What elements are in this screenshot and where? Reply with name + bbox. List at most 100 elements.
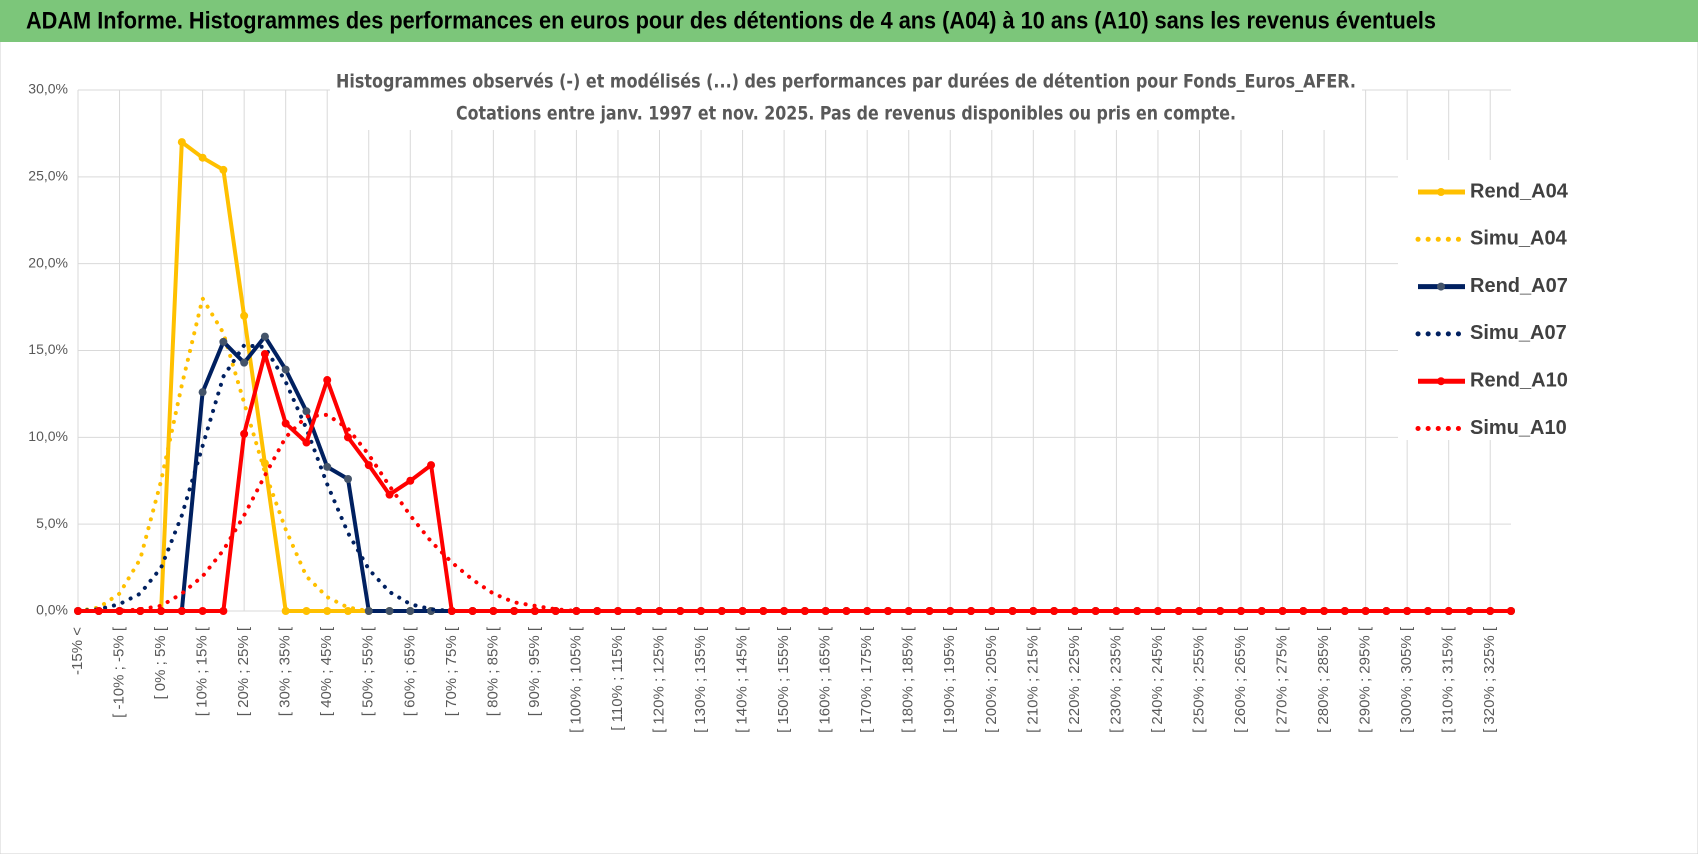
point-marker: [240, 358, 249, 367]
banner: [0, 0, 1698, 42]
point-marker: [572, 607, 581, 615]
point-marker: [800, 607, 809, 615]
point-marker: [219, 337, 228, 346]
series-line: [76, 412, 1513, 613]
point-marker: [1091, 607, 1100, 615]
x-tick-label: [ 20% ; 25% [: [235, 626, 252, 716]
y-tick-label: 10,0%: [28, 428, 68, 444]
x-tick-label: [ 70% ; 75% [: [443, 626, 460, 716]
x-tick-label: [ 10% ; 15% [: [194, 626, 211, 716]
legend-label: Simu_A07: [1470, 322, 1567, 344]
point-marker: [177, 607, 186, 615]
point-marker: [94, 607, 103, 615]
point-marker: [946, 607, 955, 615]
point-marker: [281, 365, 290, 374]
point-marker: [343, 607, 352, 615]
point-marker: [364, 607, 373, 615]
point-marker: [343, 433, 352, 442]
point-marker: [260, 332, 269, 341]
x-tick-label: [ 310% ; 315% [: [1440, 626, 1457, 733]
point-marker: [1216, 607, 1225, 615]
x-tick-label: [ 160% ; 165% [: [817, 626, 834, 733]
point-marker: [1278, 607, 1287, 615]
point-marker: [157, 607, 166, 615]
legend-marker: [1437, 282, 1445, 291]
x-tick-label: [ 130% ; 135% [: [692, 626, 709, 733]
point-marker: [489, 607, 498, 615]
x-tick-label: [ 210% ; 215% [: [1024, 626, 1041, 733]
point-marker: [427, 461, 436, 470]
point-marker: [842, 607, 851, 615]
x-tick-label: [ 220% ; 225% [: [1066, 626, 1083, 733]
x-tick-label: [ 230% ; 235% [: [1107, 626, 1124, 733]
y-tick-label: 15,0%: [28, 341, 68, 357]
point-marker: [447, 607, 456, 615]
point-marker: [987, 607, 996, 615]
y-tick-label: 20,0%: [28, 254, 68, 270]
x-tick-label: [ 240% ; 245% [: [1149, 626, 1166, 733]
point-marker: [697, 607, 706, 615]
point-marker: [863, 607, 872, 615]
x-tick-label: [ 100% ; 105% [: [567, 626, 584, 733]
point-marker: [925, 607, 934, 615]
point-marker: [302, 607, 311, 615]
point-marker: [219, 607, 228, 615]
point-marker: [655, 607, 664, 615]
point-marker: [364, 461, 373, 470]
point-marker: [323, 462, 332, 471]
point-marker: [177, 138, 186, 147]
point-marker: [198, 388, 207, 397]
point-marker: [115, 607, 124, 615]
x-tick-label: [ 90% ; 95% [: [526, 626, 543, 716]
legend: Rend_A04 Simu_A04 Rend_A07 Simu_A07 Rend_A10…: [1398, 160, 1598, 440]
x-tick-label: [ 150% ; 155% [: [775, 626, 792, 733]
point-marker: [1361, 607, 1370, 615]
legend-marker: [1437, 188, 1445, 196]
x-tick-label: [ 170% ; 175% [: [858, 626, 875, 733]
legend-marker: [1437, 377, 1445, 386]
x-tick-label: [ 270% ; 275% [: [1274, 626, 1291, 733]
x-tick-label: [ 180% ; 185% [: [900, 626, 917, 733]
point-marker: [1382, 607, 1391, 615]
legend-label: Rend_A10: [1470, 369, 1568, 391]
point-marker: [198, 153, 207, 162]
legend-label: Rend_A04: [1470, 180, 1569, 202]
point-marker: [406, 476, 415, 485]
x-tick-label: [ 140% ; 145% [: [734, 626, 751, 733]
chart-subtitle: Cotations entre janv. 1997 et nov. 2025.…: [456, 103, 1236, 125]
x-tick-label: [ 290% ; 295% [: [1357, 626, 1374, 733]
point-marker: [281, 419, 290, 428]
point-marker: [468, 607, 477, 615]
point-marker: [1507, 607, 1515, 615]
x-tick-label: [ 320% ; 325% [: [1481, 626, 1498, 733]
point-marker: [1070, 607, 1079, 615]
point-marker: [385, 607, 394, 615]
x-tick-label: [ 300% ; 305% [: [1398, 626, 1415, 733]
x-tick-label: [ 80% ; 85% [: [484, 626, 501, 716]
point-marker: [717, 607, 726, 615]
point-marker: [780, 607, 789, 615]
y-tick-label: 0,0%: [36, 602, 68, 618]
chart-title: Histogrammes observés (-) et modélisés (…: [336, 71, 1356, 93]
point-marker: [198, 607, 207, 615]
point-marker: [323, 376, 332, 385]
point-marker: [634, 607, 643, 615]
x-tick-label: [ 30% ; 35% [: [277, 626, 294, 716]
point-marker: [240, 311, 249, 320]
y-tick-label: 25,0%: [28, 168, 68, 184]
x-tick-label: -15% <: [69, 627, 86, 675]
legend-label: Simu_A04: [1470, 228, 1568, 250]
x-tick-label: [ 120% ; 125% [: [650, 626, 667, 733]
point-marker: [240, 429, 249, 438]
x-tick-label: [ 110% ; 115% [: [609, 626, 626, 731]
x-tick-label: [ 190% ; 195% [: [941, 626, 958, 733]
title-box: [330, 66, 1362, 130]
point-marker: [260, 349, 269, 358]
point-marker: [530, 607, 539, 615]
x-tick-label: [ -10% ; -5% [: [111, 626, 128, 718]
legend-box: [1398, 160, 1598, 440]
point-marker: [219, 165, 228, 174]
point-marker: [1133, 607, 1142, 615]
point-marker: [1153, 607, 1162, 615]
